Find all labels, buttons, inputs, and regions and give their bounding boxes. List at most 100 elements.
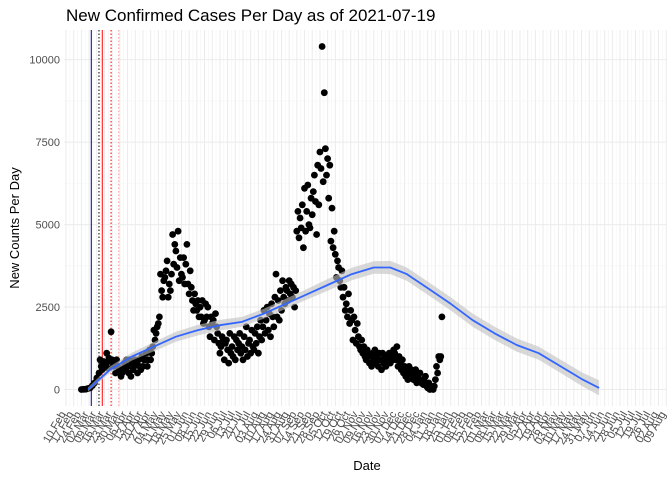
data-point [183, 241, 191, 248]
data-point [303, 208, 311, 215]
data-point [253, 323, 261, 331]
data-point [225, 359, 233, 367]
data-point [422, 372, 429, 380]
data-point [185, 290, 193, 298]
data-point [228, 343, 236, 350]
data-point [298, 201, 306, 209]
y-tick-label: 2500 [36, 302, 60, 314]
data-point [152, 330, 160, 337]
data-point [311, 171, 318, 179]
data-point [313, 231, 320, 238]
data-point [341, 307, 349, 314]
data-point [393, 343, 401, 350]
data-point [174, 227, 182, 235]
data-point [316, 148, 324, 156]
data-point [231, 356, 239, 364]
data-point [173, 264, 181, 271]
data-point [318, 43, 326, 50]
data-point [223, 336, 230, 344]
data-point [216, 349, 224, 357]
trend-layer [87, 260, 600, 396]
data-point [191, 290, 199, 298]
data-point [158, 287, 166, 294]
data-point [258, 336, 266, 344]
data-point [317, 165, 325, 172]
data-point [172, 247, 180, 255]
chart-title: New Confirmed Cases Per Day as of 2021-0… [66, 6, 436, 25]
data-point [272, 270, 280, 278]
trend-line [87, 266, 600, 391]
data-point [308, 211, 316, 219]
data-point [325, 194, 333, 202]
data-point [322, 145, 329, 153]
data-point [330, 227, 338, 235]
data-point [187, 283, 195, 291]
data-point [259, 323, 267, 331]
data-point [154, 320, 162, 327]
data-point [306, 224, 314, 232]
data-point [161, 274, 169, 281]
data-point [279, 277, 286, 285]
data-point [169, 231, 177, 238]
data-point [127, 372, 135, 380]
data-point [329, 244, 337, 252]
data-point [304, 181, 312, 189]
data-point [323, 171, 330, 179]
data-point [416, 369, 424, 377]
y-tick-label: 5000 [36, 220, 60, 232]
data-point [328, 204, 336, 212]
x-axis-title: Date [353, 458, 380, 473]
data-point [433, 363, 440, 370]
data-point [294, 208, 302, 215]
y-tick-label: 7500 [36, 137, 60, 149]
data-point [399, 356, 406, 364]
data-point [292, 287, 300, 294]
data-point [437, 353, 445, 360]
data-point [252, 339, 260, 347]
data-point [171, 241, 179, 248]
data-point [212, 310, 219, 317]
data-point [351, 326, 359, 334]
data-point [196, 303, 204, 311]
data-point [350, 313, 358, 321]
data-point [255, 349, 262, 357]
data-point [347, 307, 355, 314]
data-point [204, 303, 212, 311]
data-point [264, 326, 272, 334]
data-point [270, 323, 278, 331]
y-tick-label: 0 [54, 385, 60, 397]
data-point [340, 283, 348, 291]
y-axis: 0 2500 5000 7500 10000 [29, 55, 60, 397]
data-point [277, 287, 284, 294]
data-point [334, 257, 341, 265]
data-point [168, 270, 175, 278]
data-point [240, 333, 248, 341]
data-point [320, 89, 328, 97]
data-point [339, 293, 347, 301]
data-point [98, 366, 106, 374]
data-point [300, 244, 307, 252]
data-point [345, 290, 352, 298]
data-point [167, 287, 174, 294]
data-point [143, 363, 151, 370]
data-point [165, 280, 173, 288]
data-point [163, 257, 171, 265]
data-point [246, 336, 254, 344]
data-point [430, 382, 438, 390]
data-point [107, 328, 115, 336]
data-point [309, 188, 317, 196]
data-point [262, 316, 270, 324]
trend-confidence-band [88, 260, 600, 396]
y-tick-label: 10000 [29, 55, 60, 67]
data-point [164, 293, 172, 301]
data-point [162, 267, 170, 275]
data-point [275, 316, 283, 324]
data-point [147, 356, 155, 364]
data-point [434, 369, 441, 377]
data-point [241, 346, 249, 354]
data-point [342, 300, 350, 308]
data-point [327, 237, 335, 245]
data-point [267, 333, 274, 341]
data-point [438, 313, 446, 321]
